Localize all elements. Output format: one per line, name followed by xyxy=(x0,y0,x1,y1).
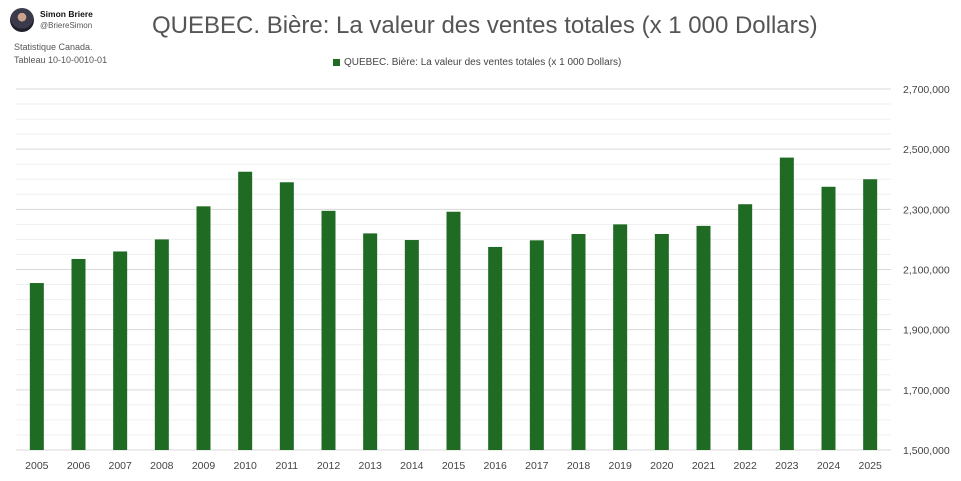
bar-2009 xyxy=(196,206,211,450)
x-tick-label: 2022 xyxy=(733,460,757,472)
bar-2018 xyxy=(571,234,586,450)
x-tick-label: 2017 xyxy=(525,460,549,472)
bar-2019 xyxy=(613,224,628,450)
chart-legend: QUEBEC. Bière: La valeur des ventes tota… xyxy=(333,57,621,68)
x-tick-label: 2009 xyxy=(192,460,216,472)
y-tick-label: 2,100,000 xyxy=(903,265,950,277)
x-tick-label: 2005 xyxy=(25,460,49,472)
author-block: Simon Briere @BriereSimon xyxy=(10,8,140,36)
source-line-1: Statistique Canada. xyxy=(14,42,93,52)
chart-title: QUEBEC. Bière: La valeur des ventes tota… xyxy=(152,12,818,39)
bar-2017 xyxy=(529,240,544,450)
legend-label: QUEBEC. Bière: La valeur des ventes tota… xyxy=(344,57,622,68)
bar-2020 xyxy=(654,234,669,450)
bar-2006 xyxy=(71,258,86,450)
author-name: Simon Briere xyxy=(40,9,93,19)
x-tick-label: 2012 xyxy=(317,460,341,472)
y-tick-label: 1,700,000 xyxy=(903,385,950,397)
x-tick-label: 2021 xyxy=(692,460,716,472)
x-tick-label: 2025 xyxy=(858,460,882,472)
x-tick-label: 2011 xyxy=(276,460,299,472)
bar-2005 xyxy=(29,283,44,450)
x-tick-label: 2023 xyxy=(775,460,799,472)
source-line-2: Tableau 10-10-0010-01 xyxy=(14,55,108,65)
avatar xyxy=(10,8,34,32)
bar-2016 xyxy=(488,246,503,450)
bar-2011 xyxy=(279,182,294,450)
x-tick-label: 2013 xyxy=(358,460,382,472)
x-tick-label: 2024 xyxy=(817,460,841,472)
x-tick-label: 2015 xyxy=(442,460,466,472)
x-tick-label: 2018 xyxy=(567,460,591,472)
x-tick-label: 2008 xyxy=(150,460,174,472)
x-tick-label: 2016 xyxy=(483,460,507,472)
bar-2015 xyxy=(446,211,461,450)
x-tick-label: 2006 xyxy=(67,460,91,472)
x-tick-label: 2014 xyxy=(400,460,424,472)
author-handle: @BriereSimon xyxy=(40,21,93,30)
bar-2010 xyxy=(238,171,253,450)
x-tick-label: 2019 xyxy=(608,460,632,472)
source-note: Statistique Canada. Tableau 10-10-0010-0… xyxy=(14,41,107,67)
x-tick-label: 2010 xyxy=(233,460,257,472)
bar-2022 xyxy=(738,204,753,450)
bar-2021 xyxy=(696,225,711,450)
y-tick-label: 2,500,000 xyxy=(903,144,950,156)
legend-swatch xyxy=(333,59,340,66)
y-tick-label: 1,900,000 xyxy=(903,325,950,337)
bar-2024 xyxy=(821,186,836,451)
y-tick-label: 1,500,000 xyxy=(903,445,950,457)
y-tick-label: 2,700,000 xyxy=(903,84,950,96)
bar-2025 xyxy=(863,179,878,450)
bar-2023 xyxy=(779,157,794,450)
bar-2008 xyxy=(154,239,169,450)
bar-2007 xyxy=(113,251,128,450)
bar-2012 xyxy=(321,210,336,450)
bar-2014 xyxy=(404,240,419,450)
x-tick-label: 2020 xyxy=(650,460,674,472)
bar-2013 xyxy=(363,233,378,450)
x-tick-label: 2007 xyxy=(108,460,132,472)
y-tick-label: 2,300,000 xyxy=(903,204,950,216)
